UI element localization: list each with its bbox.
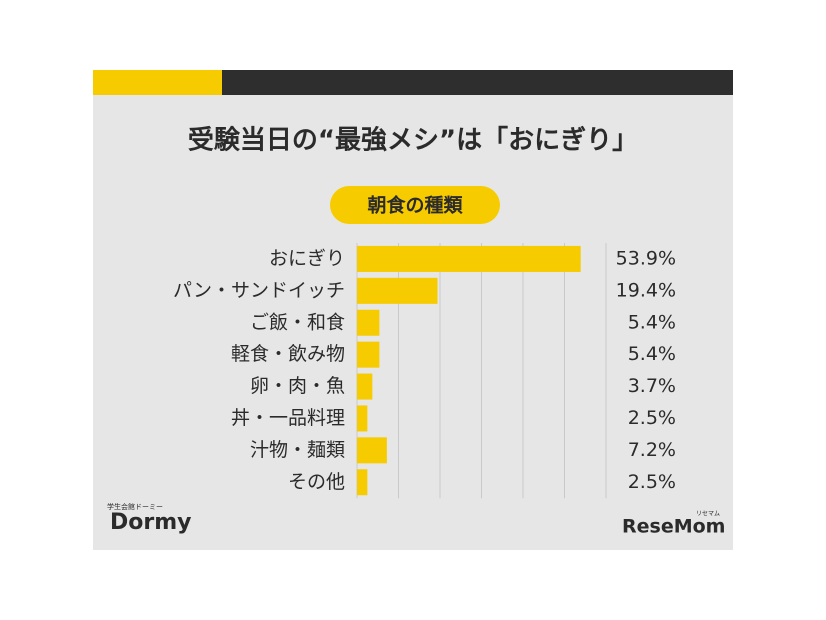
top-bar (222, 70, 733, 95)
value-label: 5.4% (628, 343, 676, 365)
bar (357, 245, 581, 272)
logo-caption: 学生会館ドーミー (107, 502, 163, 511)
category-label: その他 (288, 471, 345, 493)
value-label: 2.5% (628, 471, 676, 493)
logo: Dormy (110, 510, 192, 535)
category-label: 軽食・飲み物 (231, 343, 345, 365)
subtitle-pill (330, 186, 500, 224)
bar (357, 373, 373, 400)
chart-title: 受験当日の“最強メシ”は「おにぎり」 (188, 125, 638, 156)
category-label: 卵・肉・魚 (250, 375, 345, 397)
category-label: ご飯・和食 (250, 311, 345, 333)
bar (357, 469, 368, 496)
value-label: 53.9% (616, 247, 676, 269)
value-label: 19.4% (616, 279, 676, 301)
logo: ReseMom (622, 516, 725, 538)
category-label: パン・サンドイッチ (173, 279, 345, 301)
chart-subtitle: 朝食の種類 (367, 194, 463, 217)
value-label: 3.7% (628, 375, 676, 397)
value-label: 2.5% (628, 407, 676, 429)
category-label: 丼・一品料理 (231, 407, 345, 429)
bar (357, 341, 380, 368)
card (93, 70, 733, 550)
bar (357, 437, 387, 464)
top-bar-accent (93, 70, 222, 95)
bar (357, 405, 368, 432)
category-label: おにぎり (269, 247, 345, 269)
value-label: 7.2% (628, 439, 676, 461)
bar (357, 277, 438, 304)
logo-caption: リセマム (696, 511, 720, 518)
category-label: 汁物・麺類 (250, 439, 345, 461)
bar (357, 309, 380, 336)
value-label: 5.4% (628, 311, 676, 333)
